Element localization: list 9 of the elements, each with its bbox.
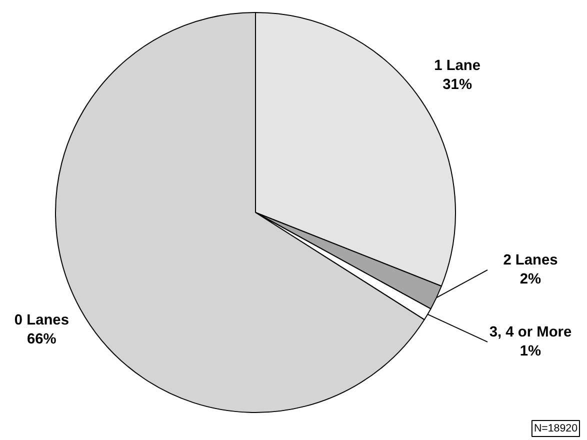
- slice-label: 1 Lane: [434, 58, 481, 74]
- data-label: 2%: [520, 272, 542, 288]
- text: N=18920: [534, 422, 578, 434]
- data-label: 1%: [520, 344, 542, 360]
- slice-label: 3, 4 or More: [489, 324, 572, 340]
- slice-label: 0 Lanes: [14, 312, 69, 328]
- data-label: 31%: [442, 76, 472, 93]
- data-label: 66%: [27, 332, 56, 348]
- slice-label: 2 Lanes: [503, 252, 558, 268]
